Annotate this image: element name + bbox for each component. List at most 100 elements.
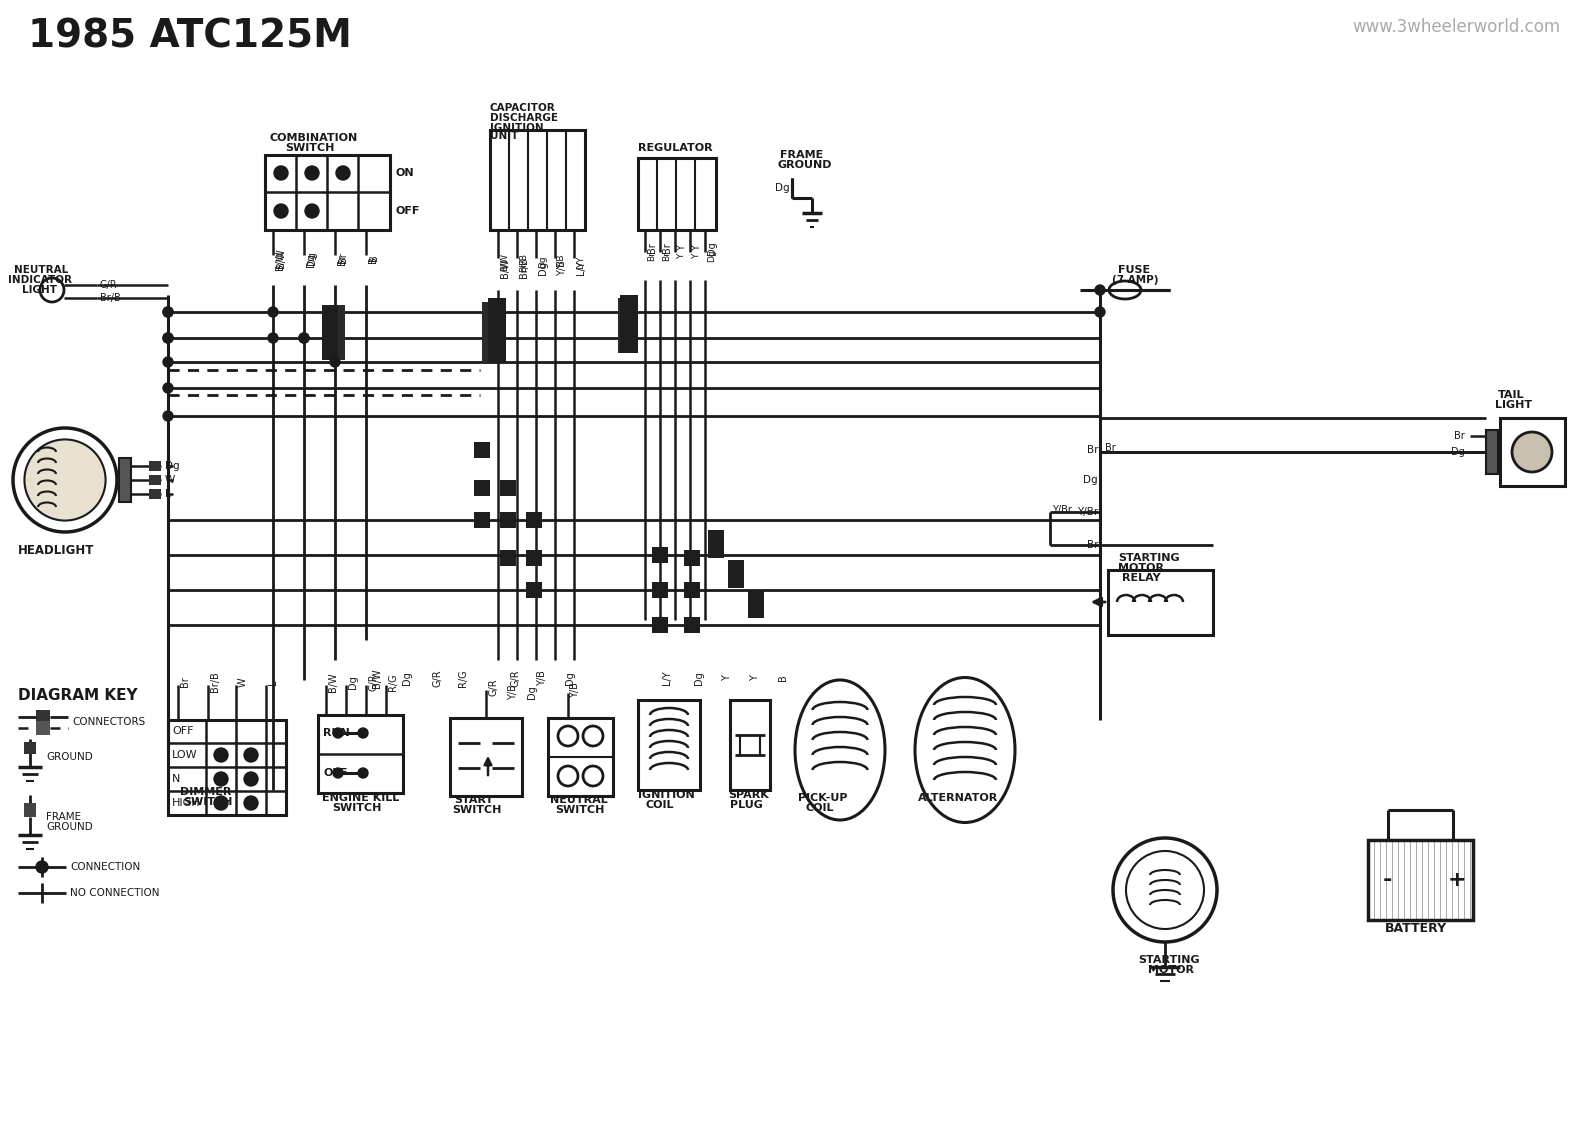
Text: Dg: Dg <box>527 685 537 698</box>
Circle shape <box>37 861 48 873</box>
Text: Br: Br <box>1105 443 1116 453</box>
Bar <box>653 547 669 563</box>
Text: PLUG: PLUG <box>730 800 762 811</box>
Bar <box>500 512 516 528</box>
Text: Br/B: Br/B <box>519 258 529 278</box>
Text: SWITCH: SWITCH <box>453 805 502 815</box>
Bar <box>449 718 522 796</box>
Text: Dg: Dg <box>402 671 411 685</box>
Bar <box>119 458 130 501</box>
Text: W: W <box>165 475 175 484</box>
Text: Dg: Dg <box>565 671 575 685</box>
Text: Br: Br <box>1086 540 1097 550</box>
Text: DIMMER: DIMMER <box>179 787 232 797</box>
Circle shape <box>268 333 278 343</box>
Text: LIGHT: LIGHT <box>1494 400 1532 410</box>
Text: Y/B: Y/B <box>570 683 580 698</box>
Text: RUN: RUN <box>322 728 349 738</box>
Circle shape <box>305 204 319 218</box>
Text: B/W: B/W <box>372 668 383 688</box>
Text: B/W: B/W <box>329 672 338 692</box>
Text: IGNITION: IGNITION <box>638 790 696 800</box>
Text: NEUTRAL: NEUTRAL <box>14 265 68 275</box>
Text: FRAME: FRAME <box>780 151 823 160</box>
Text: COIL: COIL <box>807 803 835 813</box>
Bar <box>24 803 37 817</box>
Bar <box>618 298 638 353</box>
Text: PICK-UP: PICK-UP <box>799 794 848 803</box>
Text: HEADLIGHT: HEADLIGHT <box>17 543 94 557</box>
Text: CONNECTION: CONNECTION <box>70 861 140 872</box>
Bar <box>708 530 724 558</box>
Bar <box>491 130 584 230</box>
Text: www.3wheelerworld.com: www.3wheelerworld.com <box>1351 18 1559 36</box>
Circle shape <box>164 357 173 367</box>
Text: L/Y: L/Y <box>662 670 672 685</box>
Text: INDICATOR: INDICATOR <box>8 275 71 285</box>
Bar <box>1367 840 1474 920</box>
Text: Y/Br: Y/Br <box>1077 507 1097 517</box>
Bar <box>638 158 716 230</box>
Bar <box>730 700 770 790</box>
Text: OFF: OFF <box>395 206 419 216</box>
Text: NO CONNECTION: NO CONNECTION <box>70 887 159 898</box>
Text: Dg: Dg <box>306 251 318 265</box>
Bar <box>1486 430 1497 474</box>
Text: DIAGRAM KEY: DIAGRAM KEY <box>17 687 138 703</box>
Bar <box>653 582 669 598</box>
Text: ENGINE KILL: ENGINE KILL <box>322 794 399 803</box>
Text: SWITCH: SWITCH <box>284 143 335 153</box>
Bar <box>500 480 516 496</box>
Bar <box>322 305 338 360</box>
Text: R/G: R/G <box>457 669 468 687</box>
Text: N: N <box>172 774 181 784</box>
Circle shape <box>337 166 349 180</box>
Text: R/G: R/G <box>387 674 399 691</box>
Text: Y: Y <box>692 254 700 259</box>
Bar <box>548 718 613 796</box>
Text: MOTOR: MOTOR <box>1148 964 1194 975</box>
Bar <box>500 550 516 566</box>
Text: Y/B: Y/B <box>557 260 567 276</box>
Circle shape <box>164 333 173 343</box>
Text: FUSE: FUSE <box>1118 265 1150 275</box>
Text: SPARK: SPARK <box>727 790 769 800</box>
Bar <box>119 458 130 501</box>
Text: COMBINATION: COMBINATION <box>270 132 359 143</box>
Circle shape <box>245 748 257 762</box>
Text: DISCHARGE: DISCHARGE <box>491 113 557 123</box>
Bar <box>1486 430 1497 474</box>
Bar <box>727 560 745 588</box>
Text: B/W: B/W <box>500 252 510 271</box>
Text: ALTERNATOR: ALTERNATOR <box>918 794 999 803</box>
Text: GROUND: GROUND <box>778 160 832 170</box>
Text: Br: Br <box>662 251 672 261</box>
Bar <box>149 489 160 499</box>
Text: Dg: Dg <box>775 183 789 192</box>
Bar <box>483 302 503 365</box>
Circle shape <box>299 333 310 343</box>
Text: SWITCH: SWITCH <box>332 803 381 813</box>
Circle shape <box>299 333 310 343</box>
Circle shape <box>245 796 257 811</box>
Text: L/Y: L/Y <box>576 256 584 268</box>
Text: B: B <box>368 255 380 261</box>
Text: Br: Br <box>646 251 656 261</box>
Text: Dg: Dg <box>707 250 716 263</box>
Circle shape <box>357 728 368 738</box>
Text: CONNECTORS: CONNECTORS <box>71 717 145 727</box>
Bar <box>1108 571 1213 635</box>
Text: LIGHT: LIGHT <box>22 285 57 295</box>
Bar <box>748 590 764 618</box>
Bar <box>1501 418 1566 486</box>
Bar <box>526 512 542 528</box>
Text: Dg: Dg <box>165 461 179 471</box>
Text: L: L <box>165 489 172 499</box>
Text: G/R: G/R <box>510 669 519 687</box>
Text: IGNITION: IGNITION <box>491 123 543 132</box>
Circle shape <box>245 772 257 786</box>
Circle shape <box>1096 307 1105 317</box>
Text: Y/B: Y/B <box>557 255 565 269</box>
Text: B: B <box>778 675 788 681</box>
Text: G/R: G/R <box>368 674 378 691</box>
